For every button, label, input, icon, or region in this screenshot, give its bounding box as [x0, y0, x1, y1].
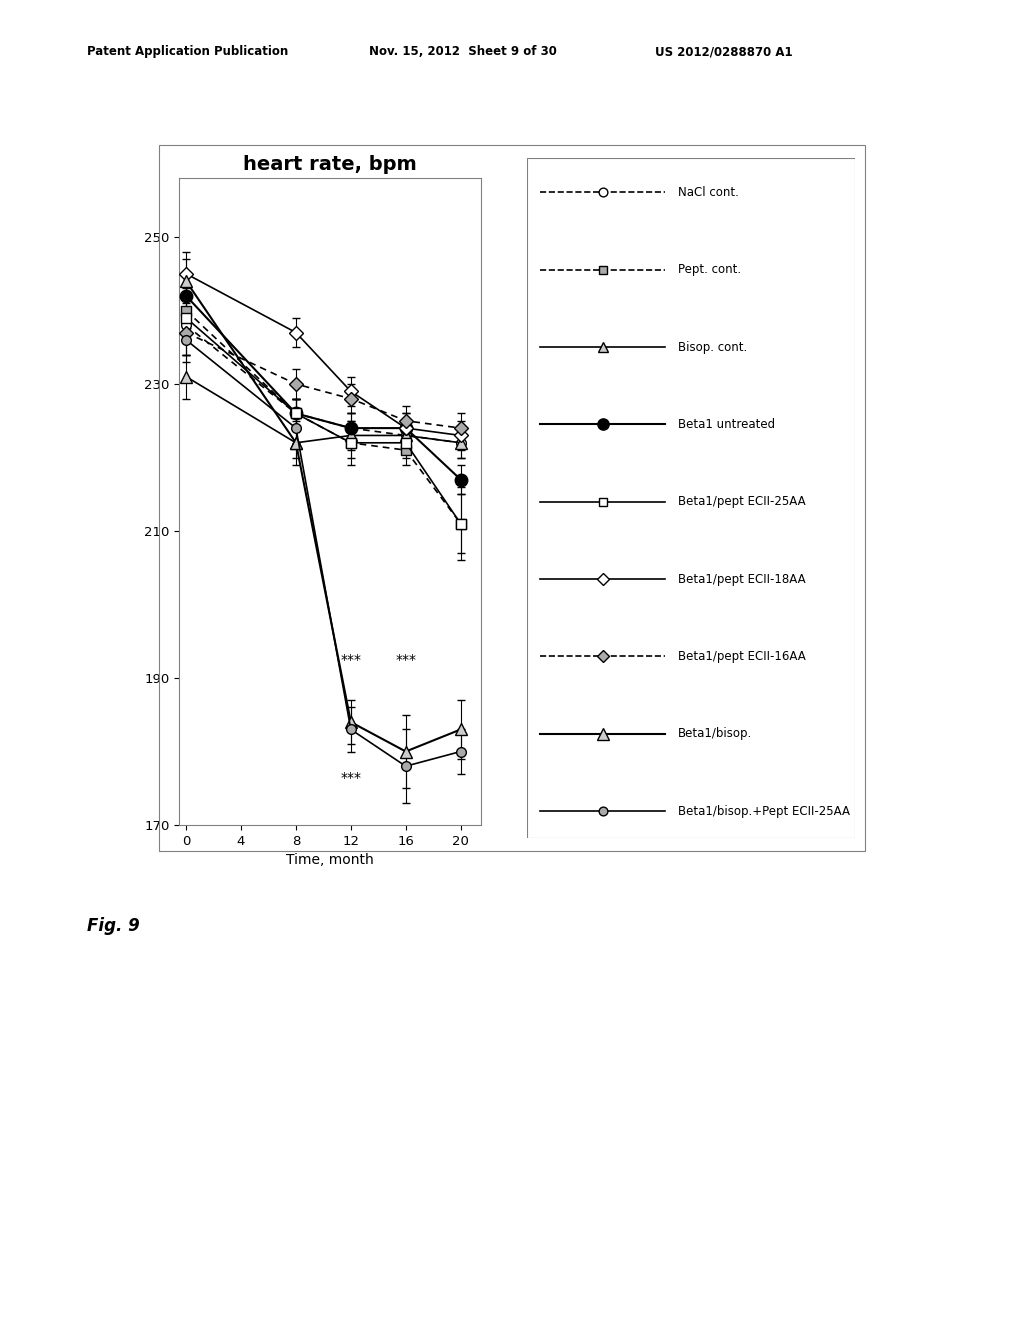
Text: Beta1/pept ECII-16AA: Beta1/pept ECII-16AA: [678, 649, 806, 663]
Text: Beta1/bisop.+Pept ECII-25AA: Beta1/bisop.+Pept ECII-25AA: [678, 804, 850, 817]
Text: Fig. 9: Fig. 9: [87, 916, 140, 935]
Text: Bisop. cont.: Bisop. cont.: [678, 341, 748, 354]
Text: Patent Application Publication: Patent Application Publication: [87, 45, 289, 58]
Text: NaCl cont.: NaCl cont.: [678, 186, 739, 199]
Text: Beta1/bisop.: Beta1/bisop.: [678, 727, 753, 741]
Text: ***: ***: [340, 771, 361, 784]
Text: Beta1 untreated: Beta1 untreated: [678, 418, 775, 430]
Text: ***: ***: [395, 653, 417, 667]
Text: ***: ***: [340, 653, 361, 667]
Text: Beta1/pept ECII-18AA: Beta1/pept ECII-18AA: [678, 573, 806, 586]
Text: Beta1/pept ECII-25AA: Beta1/pept ECII-25AA: [678, 495, 806, 508]
X-axis label: Time, month: Time, month: [287, 853, 374, 867]
Text: Pept. cont.: Pept. cont.: [678, 263, 741, 276]
Text: Nov. 15, 2012  Sheet 9 of 30: Nov. 15, 2012 Sheet 9 of 30: [369, 45, 556, 58]
Text: US 2012/0288870 A1: US 2012/0288870 A1: [655, 45, 793, 58]
Title: heart rate, bpm: heart rate, bpm: [244, 154, 417, 174]
